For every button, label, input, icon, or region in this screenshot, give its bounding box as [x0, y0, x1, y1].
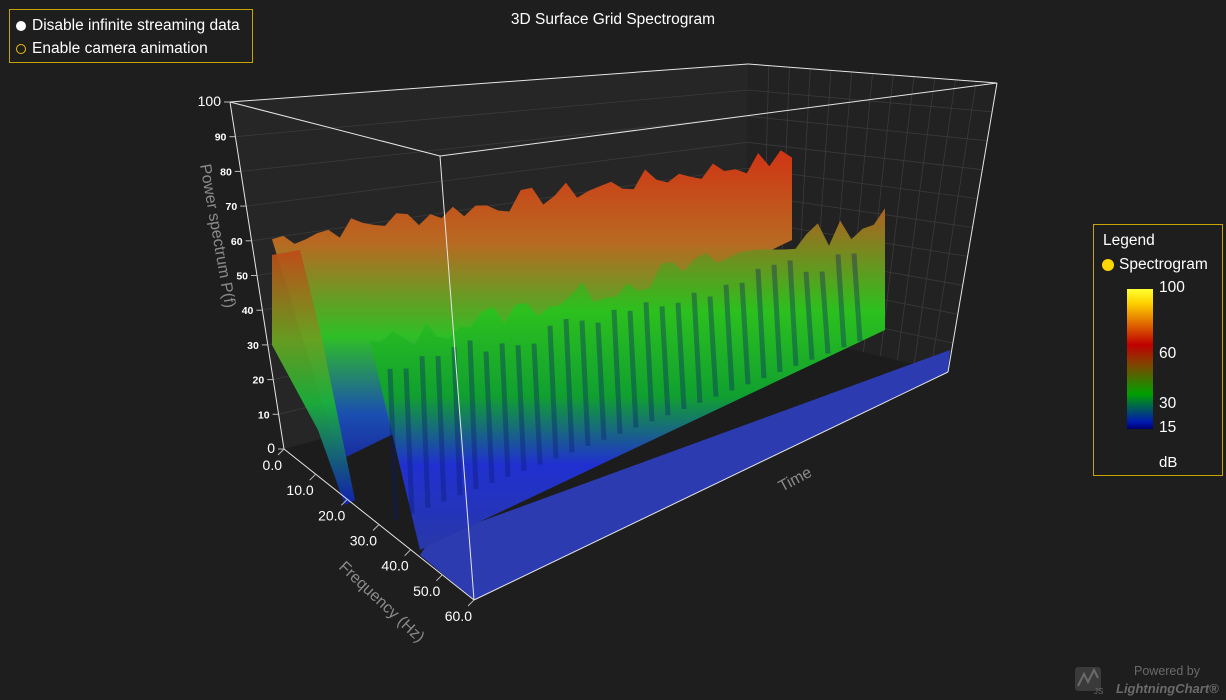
surface-floor	[420, 350, 950, 600]
surface-ridge-shadow	[531, 343, 543, 465]
surface-ridge-shadow	[467, 340, 479, 490]
surface-left-side	[272, 250, 355, 505]
legend-tick-60: 60	[1159, 345, 1177, 362]
grid-line	[235, 89, 748, 138]
legend-title: Legend	[1103, 232, 1155, 249]
z-tick-label: 0.0	[263, 457, 283, 473]
surface-front-ridge	[370, 208, 885, 550]
y-tick-label: 70	[226, 201, 238, 213]
lightningchart-logo-icon: JS	[1075, 667, 1103, 696]
streaming-label: Disable infinite streaming data	[32, 17, 240, 34]
surface-ridge-shadow	[771, 264, 783, 373]
svg-text:JS: JS	[1094, 687, 1103, 696]
surface-ridge-shadow	[515, 345, 527, 471]
z-tick-label: 50.0	[413, 583, 440, 599]
powered-by-text: Powered by	[1134, 664, 1201, 678]
grid-line	[251, 168, 747, 242]
surface-ridge-shadow	[499, 343, 511, 477]
y-tick-label: 90	[215, 132, 227, 144]
y-tick-label: 60	[231, 236, 243, 248]
surface-ridge-shadow	[643, 302, 655, 422]
surface-ridge-shadow	[851, 253, 863, 342]
y-tick-label: 50	[236, 271, 248, 283]
surface-ridge-shadow	[563, 318, 575, 453]
surface-ridge-shadow	[627, 310, 639, 428]
grid-line	[246, 141, 748, 207]
z-tick-mark	[372, 524, 380, 531]
camera-label: Enable camera animation	[32, 40, 208, 57]
brand-text: LightningChart®	[1116, 681, 1219, 696]
surface-ridge-shadow	[707, 296, 719, 397]
grid-line	[240, 115, 748, 172]
z-tick-mark	[277, 448, 285, 456]
surface-ridge-shadow	[659, 306, 671, 416]
z-tick-mark	[467, 599, 475, 607]
surface-ridge-shadow	[387, 368, 399, 521]
legend-tick-15: 15	[1159, 419, 1177, 436]
y-tick-label: 30	[247, 340, 259, 352]
surface-ridge-shadow	[803, 271, 815, 360]
radio-unchecked-icon[interactable]	[16, 43, 26, 54]
legend-dot-icon	[1102, 259, 1114, 271]
z-axis: 0.010.0 20.0 30.040.0 50.0 60.0	[263, 448, 475, 624]
radio-checked-icon[interactable]	[16, 20, 26, 31]
toggle-camera-option[interactable]: Enable camera animation	[16, 37, 246, 60]
surface-ridge-shadow	[723, 284, 735, 391]
grid-line	[879, 76, 915, 357]
surface-ridge-shadow	[547, 325, 559, 459]
z-tick-mark	[404, 549, 412, 557]
surface-ridge-shadow	[755, 268, 767, 379]
z-tick-mark	[309, 473, 317, 481]
surface-ridge-shadow	[483, 351, 495, 484]
legend-box: Legend Spectrogram 100 60 30 15 dB	[1093, 224, 1223, 476]
z-tick-mark	[435, 574, 443, 582]
legend-entry-label: Spectrogram	[1119, 256, 1208, 273]
surface-ridge-shadow	[419, 356, 431, 508]
surface-ridge-shadow	[579, 320, 591, 447]
grid-line	[896, 78, 936, 361]
y-tick-label: 80	[220, 166, 232, 178]
control-panel: Disable infinite streaming data Enable c…	[9, 9, 253, 63]
spectrogram-surface	[272, 150, 950, 600]
legend-unit: dB	[1159, 454, 1178, 471]
surface-ridge-shadow	[787, 260, 799, 366]
legend-tick-30: 30	[1159, 395, 1177, 412]
z-tick-label: 60.0	[445, 608, 472, 624]
z-tick-label: 20.0	[318, 507, 345, 523]
y-tick-label: 10	[258, 409, 270, 421]
surface-ridge-shadow	[691, 292, 703, 403]
z-tick-label: 30.0	[350, 533, 377, 549]
z-tick-mark	[340, 498, 348, 506]
y-tick-label: 0	[267, 440, 275, 456]
y-tick-label: 100	[198, 93, 222, 109]
x-axis-label: Time	[776, 464, 815, 495]
surface-ridge-shadow	[739, 282, 751, 385]
grid-line	[930, 81, 977, 369]
legend-entry-spectrogram[interactable]: Spectrogram	[1102, 256, 1208, 274]
surface-ridge-shadow	[451, 346, 463, 496]
surface-ridge-shadow	[819, 271, 831, 354]
color-scale-bar	[1127, 289, 1153, 429]
legend-tick-100: 100	[1159, 279, 1185, 296]
toggle-streaming-option[interactable]: Disable infinite streaming data	[16, 14, 246, 37]
y-tick-label: 40	[242, 305, 254, 317]
powered-by-watermark: JS Powered by LightningChart®	[1072, 660, 1222, 700]
surface-ridge-shadow	[675, 302, 687, 410]
surface-ridge-shadow	[595, 322, 607, 440]
z-tick-label: 10.0	[286, 482, 313, 498]
surface-ridge-shadow	[835, 254, 847, 348]
surface-ridge-shadow	[611, 309, 623, 434]
chart-title: 3D Surface Grid Spectrogram	[510, 11, 716, 28]
y-tick-label: 20	[253, 375, 265, 387]
surface-ridge-shadow	[435, 355, 447, 502]
z-tick-label: 40.0	[381, 558, 408, 574]
grid-line	[913, 79, 956, 365]
surface-ridge-shadow	[403, 368, 415, 514]
